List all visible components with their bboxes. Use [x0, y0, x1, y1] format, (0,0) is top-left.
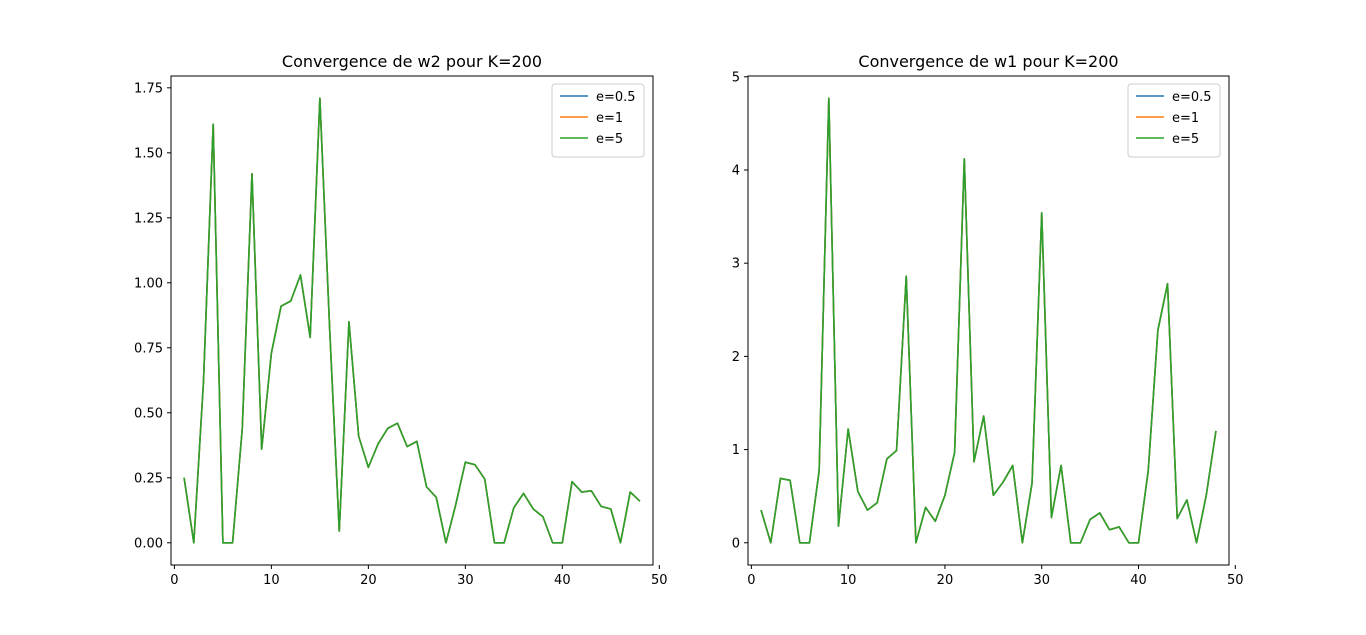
y-tick-label: 2	[732, 350, 740, 365]
x-tick-label: 30	[1033, 573, 1050, 588]
legend-label: e=0.5	[1172, 90, 1212, 105]
legend-label: e=1	[1172, 111, 1199, 126]
series-line-3	[183, 97, 641, 544]
y-tick-label: 1.50	[134, 146, 163, 161]
series-line-3	[760, 97, 1217, 544]
x-tick-label: 40	[554, 573, 571, 588]
legend: e=0.5 e=1 e=5	[1127, 83, 1221, 158]
series-line-2	[183, 97, 641, 544]
x-tick-label: 10	[840, 573, 857, 588]
x-tick-label: 0	[170, 573, 178, 588]
y-tick-label: 1.00	[134, 276, 163, 291]
series-line-1	[183, 97, 641, 544]
chart-title: Convergence de w2 pour K=200	[282, 52, 542, 71]
y-tick-label: 1.75	[134, 81, 163, 96]
x-tick-label: 20	[360, 573, 377, 588]
legend-label: e=5	[596, 132, 623, 147]
legend: e=0.5 e=1 e=5	[551, 83, 645, 158]
legend-label: e=5	[1172, 132, 1199, 147]
y-tick-label: 0.25	[134, 471, 163, 486]
y-tick-label: 0.50	[134, 406, 163, 421]
x-tick-label: 20	[937, 573, 954, 588]
y-tick-label: 5	[732, 70, 740, 85]
chart-title: Convergence de w1 pour K=200	[858, 52, 1118, 71]
axes-frame	[747, 75, 1230, 566]
y-tick-label: 1.25	[134, 211, 163, 226]
legend-label: e=0.5	[596, 90, 636, 105]
y-tick-label: 0.75	[134, 341, 163, 356]
x-tick-label: 50	[1227, 573, 1244, 588]
x-tick-label: 30	[457, 573, 474, 588]
axes-frame	[170, 75, 654, 566]
x-tick-label: 0	[747, 573, 755, 588]
y-tick-label: 1	[732, 443, 740, 458]
y-tick-label: 0	[732, 536, 740, 551]
x-tick-label: 50	[651, 573, 668, 588]
y-tick-label: 0.00	[134, 536, 163, 551]
y-tick-label: 4	[732, 163, 740, 178]
x-tick-label: 40	[1130, 573, 1147, 588]
chart-2: Convergence de w1 pour K=200 0 10 20 30 40 50 0…	[732, 52, 1244, 588]
x-tick-label: 10	[263, 573, 280, 588]
chart-1: Convergence de w2 pour K=200 0 10 20 30 40 50 0…	[134, 52, 668, 588]
y-tick-label: 3	[732, 257, 740, 272]
legend-label: e=1	[596, 111, 623, 126]
